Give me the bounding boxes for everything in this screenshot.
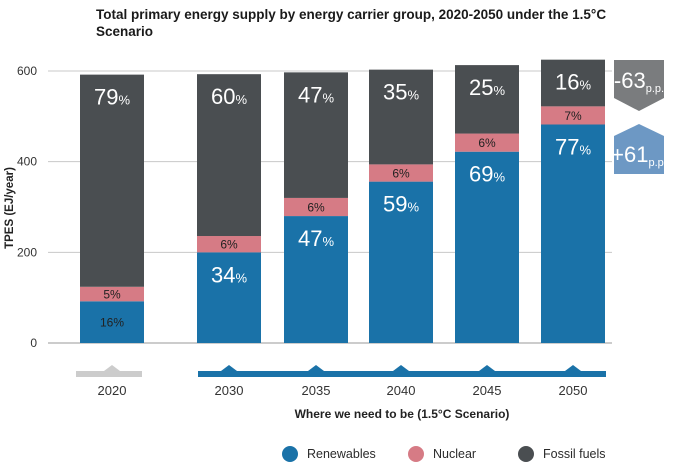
data-label-renewables-2035: 47% [298, 226, 334, 251]
x-tick-label-2035: 2035 [302, 383, 331, 398]
x-tick-label-2050: 2050 [559, 383, 588, 398]
timeline-scenario [198, 371, 606, 377]
legend-item-renewables: Renewables [282, 446, 376, 462]
change-banner-renewables [614, 124, 664, 174]
data-label-nuclear-2045: 6% [478, 136, 496, 150]
x-tick-label-2040: 2040 [387, 383, 416, 398]
bar-nuclear-2020 [80, 286, 144, 302]
change-banner-fossil [614, 60, 664, 111]
data-label-fossil-fuels-2050: 16% [555, 70, 591, 95]
timeline-marker-2050 [565, 365, 581, 371]
bar-renewables-2040 [369, 181, 433, 343]
timeline-marker-2035 [308, 365, 324, 371]
timeline-marker-2030 [221, 365, 237, 371]
data-label-fossil-fuels-2045: 25% [469, 75, 505, 100]
data-label-renewables-2050: 77% [555, 134, 591, 159]
data-label-fossil-fuels-2040: 35% [383, 80, 419, 105]
y-tick-label: 200 [17, 245, 37, 259]
legend-swatch-renewables [282, 446, 298, 462]
timeline-baseline [76, 371, 142, 377]
data-label-renewables-2020: 16% [100, 316, 124, 330]
legend-label-fossil-fuels: Fossil fuels [543, 447, 606, 461]
legend-item-nuclear: Nuclear [408, 446, 476, 462]
bar-fossil-fuels-2030 [197, 74, 261, 237]
legend-swatch-fossil-fuels [518, 446, 534, 462]
bar-renewables-2035 [284, 216, 348, 343]
bar-renewables-2030 [197, 252, 261, 343]
data-label-renewables-2040: 59% [383, 192, 419, 217]
x-axis-label: Where we need to be (1.5°C Scenario) [295, 407, 510, 421]
bar-nuclear-2030 [197, 236, 261, 253]
data-label-nuclear-2030: 6% [220, 238, 238, 252]
bar-nuclear-2050 [541, 106, 605, 125]
bar-renewables-2020 [80, 301, 144, 343]
bar-fossil-fuels-2035 [284, 72, 348, 198]
bar-fossil-fuels-2050 [541, 59, 605, 107]
data-label-fossil-fuels-2030: 60% [211, 84, 247, 109]
legend-swatch-nuclear [408, 446, 424, 462]
data-label-nuclear-2050: 7% [564, 109, 582, 123]
timeline-marker-2020 [104, 365, 120, 371]
x-tick-label-2045: 2045 [473, 383, 502, 398]
data-label-nuclear-2040: 6% [392, 167, 410, 181]
legend: Renewables Nuclear Fossil fuels [0, 446, 688, 468]
y-tick-label: 0 [30, 336, 37, 350]
bar-renewables-2045 [455, 151, 519, 343]
data-label-fossil-fuels-2035: 47% [298, 82, 334, 107]
timeline-marker-2040 [393, 365, 409, 371]
data-label-renewables-2030: 34% [211, 262, 247, 287]
legend-item-fossil-fuels: Fossil fuels [518, 446, 606, 462]
bar-fossil-fuels-2045 [455, 65, 519, 134]
y-axis-label: TPES (EJ/year) [4, 167, 16, 249]
bar-fossil-fuels-2040 [369, 69, 433, 165]
legend-label-renewables: Renewables [307, 447, 376, 461]
y-tick-label: 400 [17, 155, 37, 169]
bar-nuclear-2035 [284, 197, 348, 217]
timeline-marker-2045 [479, 365, 495, 371]
y-tick-label: 600 [17, 64, 37, 78]
change-label-renewables: +61p.p. [611, 142, 667, 169]
chart-title: Total primary energy supply by energy ca… [96, 7, 607, 39]
bar-renewables-2050 [541, 124, 605, 343]
x-tick-label-2030: 2030 [215, 383, 244, 398]
legend-label-nuclear: Nuclear [433, 447, 477, 461]
bar-fossil-fuels-2020 [80, 74, 144, 287]
bar-nuclear-2040 [369, 164, 433, 182]
change-label-fossil: -63p.p. [614, 68, 664, 95]
data-label-renewables-2045: 69% [469, 162, 505, 187]
bar-nuclear-2045 [455, 133, 519, 152]
x-tick-label-2020: 2020 [98, 383, 127, 398]
data-label-nuclear-2035: 6% [307, 201, 325, 215]
data-label-fossil-fuels-2020: 79% [94, 85, 130, 110]
data-label-nuclear-2020: 5% [103, 288, 121, 302]
